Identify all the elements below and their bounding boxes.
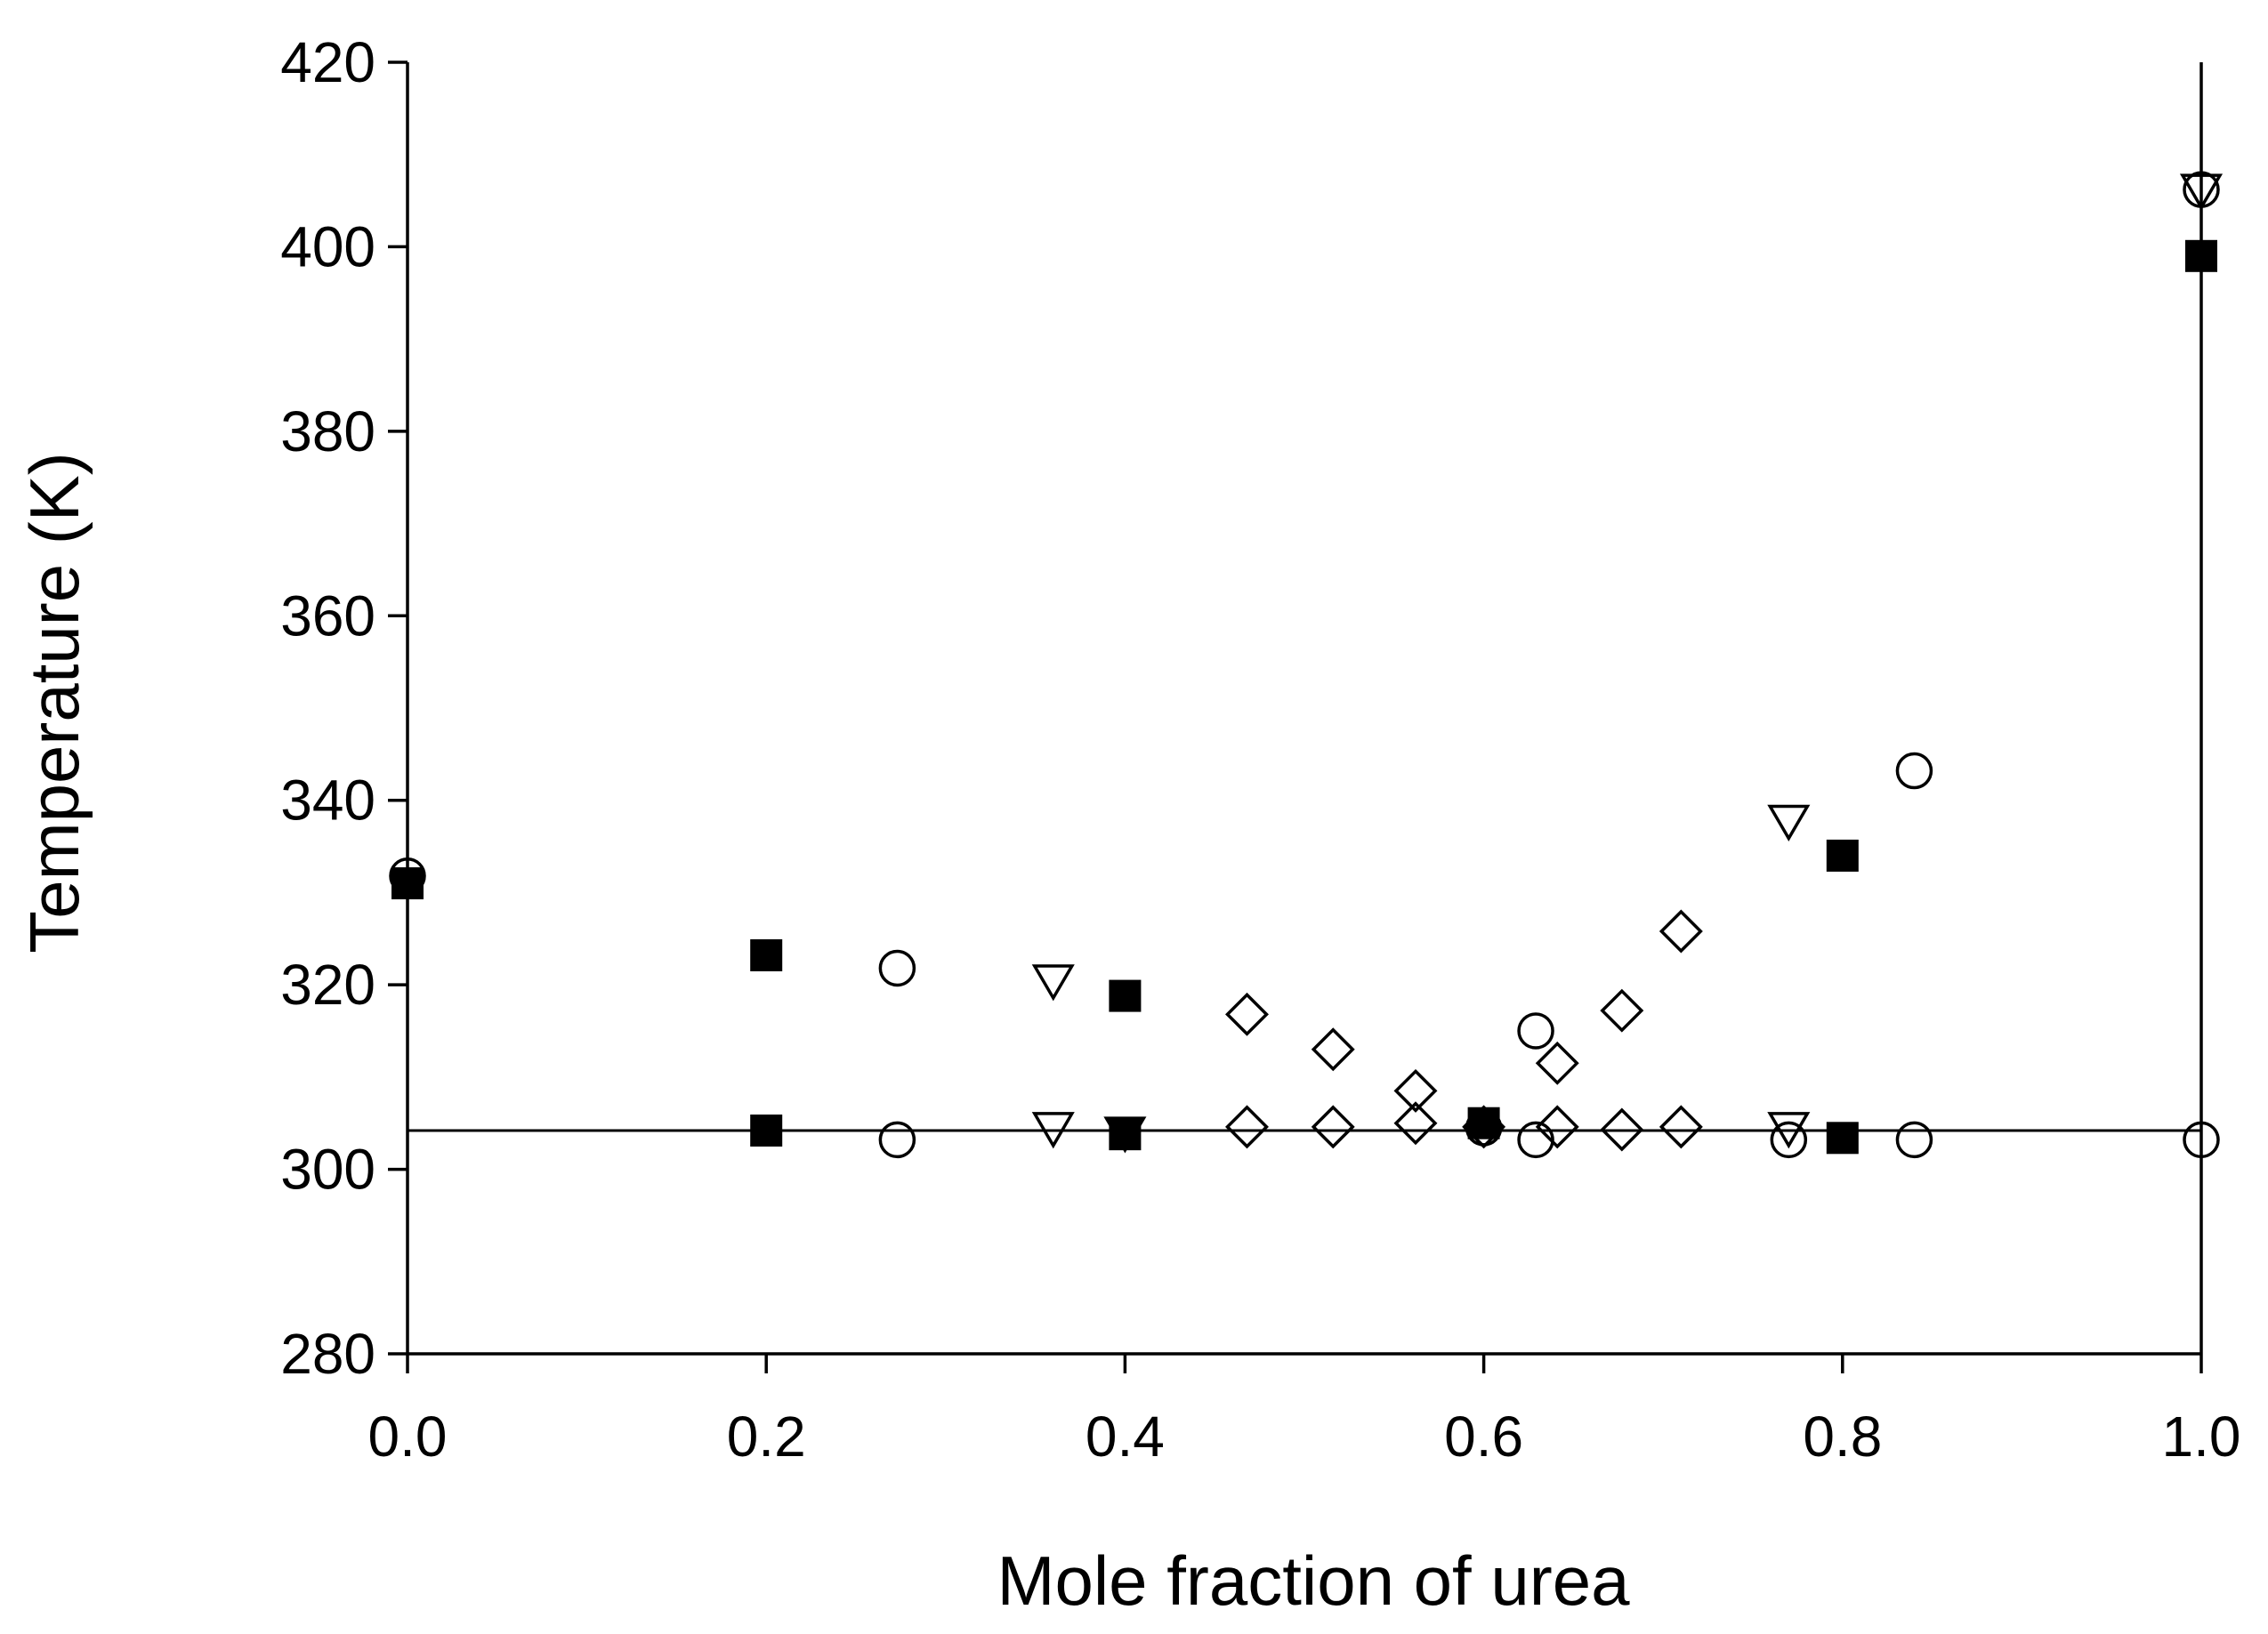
diamond-point <box>1225 1105 1269 1149</box>
diamond-point <box>1600 1107 1644 1152</box>
y-tick-label: 320 <box>280 953 375 1017</box>
diamond-point <box>1225 992 1269 1036</box>
square-point <box>750 1115 783 1147</box>
diamond-point <box>1659 1105 1703 1149</box>
circle-point <box>1770 1121 1808 1159</box>
diamond-point <box>1393 1068 1438 1113</box>
triangle-point <box>1031 964 1075 1002</box>
square-point <box>1826 839 1859 872</box>
x-tick-label: 1.0 <box>2162 1405 2241 1469</box>
diamond-point <box>1600 988 1644 1033</box>
square-point <box>1109 979 1142 1012</box>
triangle-point <box>1767 1112 1811 1149</box>
diamond-point <box>1311 1105 1355 1149</box>
diamond-point <box>1462 1105 1506 1149</box>
y-axis-title: Temperature (K) <box>15 452 93 954</box>
y-tick-label: 400 <box>280 214 375 278</box>
circle-point <box>389 857 426 895</box>
y-tick-label: 340 <box>280 769 375 833</box>
triangle-point <box>2179 173 2224 211</box>
circle-point <box>2183 1121 2220 1159</box>
circle-point <box>1517 1012 1554 1050</box>
x-tick-label: 0.0 <box>368 1405 448 1469</box>
x-tick-label: 0.8 <box>1803 1405 1882 1469</box>
y-tick-label: 360 <box>280 584 375 648</box>
circle-point <box>878 949 916 987</box>
axis-labels: 280 300 320 340 360 380 400 420 0.0 0.2 0.4 0.6 0.8 1… <box>280 30 2240 1469</box>
circle-point <box>878 1121 916 1159</box>
square-point <box>2185 239 2217 272</box>
square-point <box>391 867 424 900</box>
x-axis-title: Mole fraction of urea <box>997 1541 1630 1620</box>
circle-point <box>1895 752 1933 790</box>
diamond-point <box>1535 1105 1579 1149</box>
triangle-point <box>1103 1116 1147 1154</box>
x-tick-label: 0.6 <box>1444 1405 1523 1469</box>
circle-point <box>1517 1121 1554 1159</box>
diamond-point <box>1535 1041 1579 1085</box>
diamond-point <box>1659 909 1703 954</box>
square-point <box>750 938 783 971</box>
circle-point <box>1895 1121 1933 1159</box>
x-tick-label: 0.2 <box>727 1405 806 1469</box>
square-point <box>1109 1118 1142 1151</box>
x-tick-label: 0.4 <box>1086 1405 1165 1469</box>
diamond-point <box>1393 1101 1438 1146</box>
chart-axes <box>388 60 2203 1373</box>
y-tick-label: 300 <box>280 1138 375 1202</box>
diamond-point <box>1311 1027 1355 1072</box>
y-tick-label: 280 <box>280 1322 375 1386</box>
triangle-point <box>1031 1112 1075 1149</box>
y-tick-label: 420 <box>280 30 375 94</box>
data-points <box>389 171 2224 1159</box>
triangle-point <box>1767 804 1811 842</box>
y-tick-label: 380 <box>280 399 375 463</box>
square-point <box>1826 1122 1859 1155</box>
